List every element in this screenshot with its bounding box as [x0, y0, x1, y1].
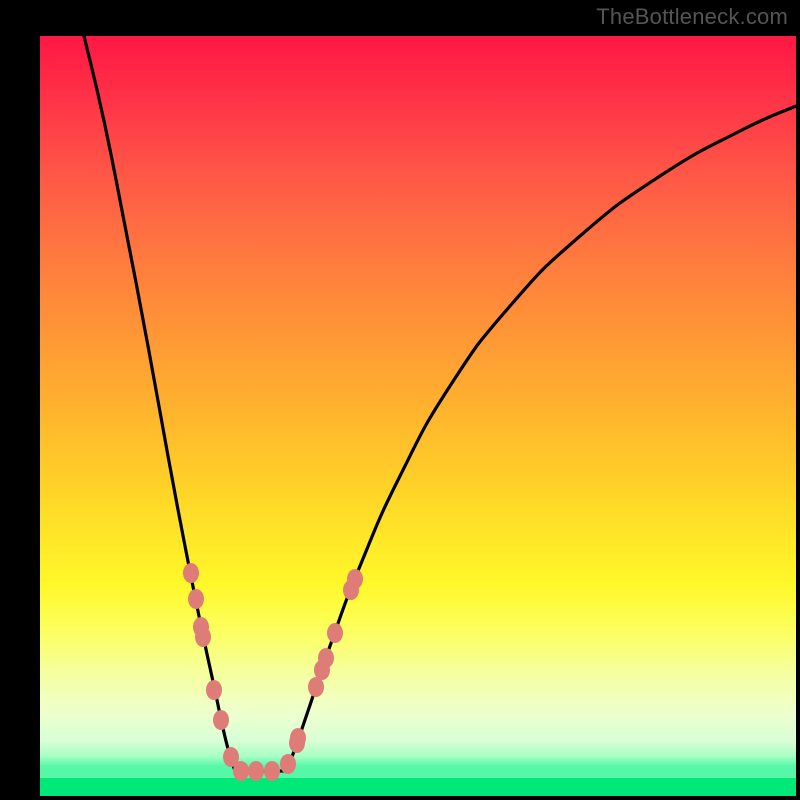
curve-left-branch [84, 36, 235, 771]
data-marker [188, 589, 204, 609]
data-marker [195, 627, 211, 647]
data-marker [308, 677, 324, 697]
data-marker [206, 680, 222, 700]
data-marker [264, 761, 280, 781]
data-marker [233, 761, 249, 781]
data-marker [280, 754, 296, 774]
data-marker [248, 761, 264, 781]
data-marker [327, 623, 343, 643]
data-marker [318, 648, 334, 668]
watermark-text: TheBottleneck.com [596, 4, 788, 30]
bottleneck-curve-svg [40, 36, 796, 796]
data-marker [213, 710, 229, 730]
data-marker [183, 563, 199, 583]
data-marker [290, 728, 306, 748]
curve-right-branch [285, 106, 796, 771]
plot-area [40, 36, 796, 796]
data-marker [347, 569, 363, 589]
